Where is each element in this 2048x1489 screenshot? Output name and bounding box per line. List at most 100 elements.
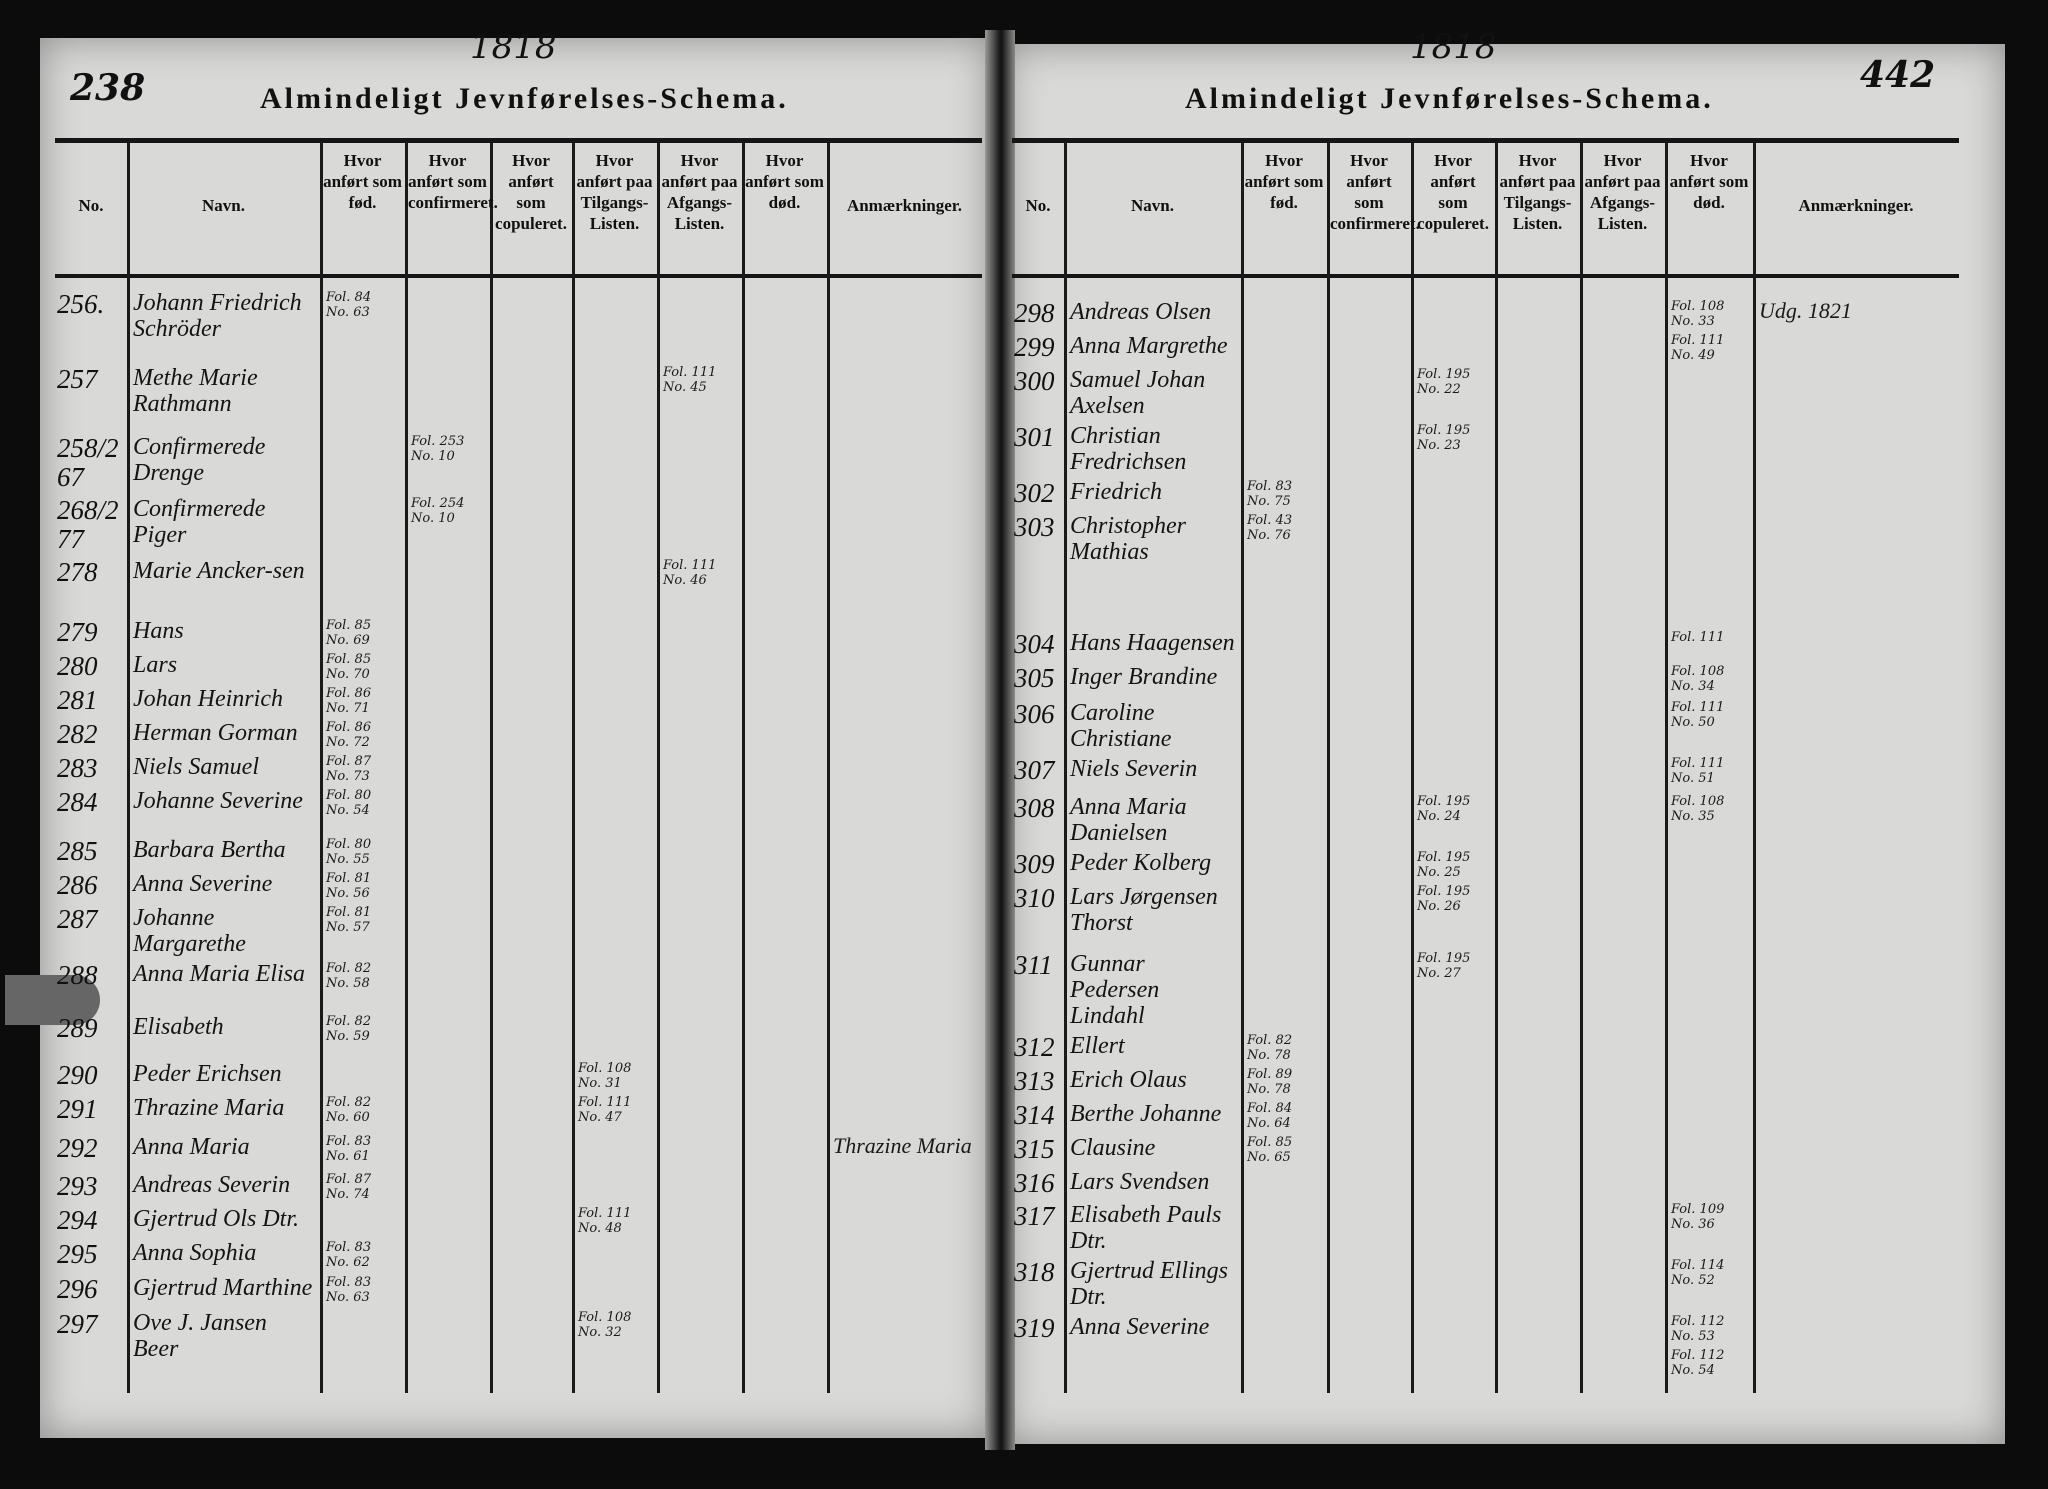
entry-number: 317 — [1014, 1201, 1055, 1232]
left-column-rule — [657, 143, 660, 1393]
entry-name: Ove J. Jansen Beer — [133, 1310, 267, 1363]
left-column-rule — [827, 143, 830, 1393]
entry-number: 289 — [57, 1012, 98, 1043]
entry-number: 278 — [57, 556, 98, 587]
entry-number: 314 — [1014, 1100, 1055, 1131]
entry-number: 293 — [57, 1170, 98, 1201]
entry-tilg-reference: Fol. 108 No. 32 — [578, 1310, 632, 1341]
entry-name: Johann Friedrich Schröder — [133, 290, 302, 342]
entry-name: Johanne Margarethe — [133, 905, 246, 958]
entry-name: Hans Haagensen — [1070, 629, 1235, 656]
entry-fod-reference: Fol. 83 No. 62 — [326, 1239, 372, 1270]
entry-cop-reference: Fol. 195 No. 23 — [1417, 423, 1471, 454]
entry-fod-reference: Fol. 83 No. 61 — [326, 1133, 372, 1164]
entry-number: 286 — [57, 870, 98, 901]
left-column-rule — [320, 143, 323, 1393]
entry-number: 300 — [1014, 366, 1055, 397]
book-gutter — [985, 30, 1015, 1450]
entry-number: 302 — [1014, 478, 1055, 509]
entry-tilg-reference: Fol. 111 No. 48 — [578, 1205, 632, 1236]
entry-fod-reference: Fol. 80 No. 54 — [326, 788, 372, 819]
entry-number: 306 — [1014, 699, 1055, 730]
entry-name: Niels Samuel — [133, 754, 259, 781]
entry-fod-reference: Fol. 84 No. 63 — [326, 290, 372, 320]
right-column-header: Hvor anført paa Tilgangs-Listen. — [1499, 151, 1576, 233]
entry-fod-reference: Fol. 87 No. 73 — [326, 754, 372, 785]
entry-name: Confirmerede Piger — [133, 495, 266, 548]
entry-number: 315 — [1014, 1134, 1055, 1165]
right-column-header: Hvor anført som død. — [1669, 151, 1749, 212]
entry-conf-reference: Fol. 254 No. 10 — [411, 495, 465, 526]
entry-number: 312 — [1014, 1032, 1055, 1063]
entry-name: Anna Maria — [133, 1133, 250, 1160]
entry-number: 290 — [57, 1059, 98, 1090]
right-page-number: 442 — [1860, 54, 1936, 96]
entry-name: Samuel Johan Axelsen — [1070, 367, 1206, 420]
left-header-bottom-rule — [55, 274, 982, 278]
left-column-header: Hvor anført som copuleret. — [495, 151, 567, 233]
left-column-header: Navn. — [202, 196, 245, 215]
right-column-rule — [1411, 143, 1414, 1393]
entry-dod-reference: Fol. 112 No. 53 — [1671, 1314, 1725, 1345]
right-column-rule — [1327, 143, 1330, 1393]
entry-number: 282 — [57, 719, 98, 750]
entry-number: 280 — [57, 651, 98, 682]
entry-dod-reference: Fol. 108 No. 33 — [1671, 299, 1725, 330]
entry-number: 297 — [57, 1309, 98, 1340]
entry-name: Berthe Johanne — [1070, 1101, 1222, 1128]
entry-tilg-reference: Fol. 108 No. 31 — [578, 1060, 632, 1091]
entry-afg-reference: Fol. 111 No. 46 — [663, 557, 717, 588]
entry-fod-reference: Fol. 82 No. 59 — [326, 1013, 372, 1044]
entry-name: Andreas Olsen — [1070, 299, 1212, 326]
entry-number: 310 — [1014, 883, 1055, 914]
right-page-title: Almindeligt Jevnførelses-Schema. — [1185, 82, 1714, 115]
left-column-header: Hvor anført som confirmeret. — [408, 151, 498, 212]
entry-number: 287 — [57, 904, 98, 935]
entry-name: Ellert — [1070, 1033, 1125, 1060]
entry-anm-reference: Udg. 1821 — [1759, 298, 1852, 324]
entry-number: 258/267 — [57, 432, 119, 492]
right-year: 1818 — [1410, 27, 1497, 67]
entry-number: 301 — [1014, 422, 1055, 453]
entry-number: 305 — [1014, 662, 1055, 693]
entry-fod-reference: Fol. 81 No. 56 — [326, 871, 372, 902]
entry-name: Herman Gorman — [133, 720, 298, 747]
entry-number: 299 — [1014, 332, 1055, 363]
right-header-bottom-rule — [1012, 274, 1959, 278]
entry-number: 257 — [57, 363, 98, 394]
left-column-rule — [127, 143, 130, 1393]
right-column-header: Hvor anført som confirmeret. — [1330, 151, 1420, 233]
entry-fod-reference: Fol. 82 No. 60 — [326, 1094, 372, 1125]
page-tab-marker — [5, 975, 100, 1025]
entry-fod-reference: Fol. 85 No. 70 — [326, 652, 372, 683]
entry-fod-reference: Fol. 83 No. 75 — [1247, 479, 1293, 510]
entry-number: 298 — [1014, 298, 1055, 329]
entry-fod-reference: Fol. 82 No. 58 — [326, 961, 372, 992]
entry-number: 296 — [57, 1273, 98, 1304]
left-column-header: Anmærkninger. — [846, 196, 963, 215]
left-column-rule — [490, 143, 493, 1393]
entry-number: 295 — [57, 1238, 98, 1269]
entry-dod-reference: Fol. 111 No. 49 — [1671, 333, 1725, 364]
entry-name: Johan Heinrich — [133, 686, 283, 713]
entry-number: 279 — [57, 617, 98, 648]
entry-conf-reference: Fol. 253 No. 10 — [411, 433, 465, 464]
entry-name: Anna Severine — [133, 871, 273, 898]
entry-name: Lars Svendsen — [1070, 1169, 1210, 1196]
left-header-top-rule — [55, 138, 982, 143]
entry-fod-reference: Fol. 89 No. 78 — [1247, 1067, 1293, 1098]
entry-number: 309 — [1014, 849, 1055, 880]
entry-name: Hans — [133, 618, 184, 645]
entry-fod-reference: Fol. 85 No. 69 — [326, 618, 372, 649]
entry-number: 304 — [1014, 628, 1055, 659]
entry-number: 281 — [57, 685, 98, 716]
entry-fod-reference: Fol. 82 No. 78 — [1247, 1033, 1293, 1064]
right-column-rule — [1753, 143, 1756, 1393]
entry-name: Niels Severin — [1070, 756, 1198, 783]
right-column-rule — [1241, 143, 1244, 1393]
entry-dod-reference: Fol. 108 No. 34 — [1671, 663, 1725, 694]
entry-fod-reference: Fol. 84 No. 64 — [1247, 1101, 1293, 1132]
entry-name: Peder Erichsen — [133, 1060, 282, 1087]
entry-number: 316 — [1014, 1168, 1055, 1199]
entry-fod-reference: Fol. 87 No. 74 — [326, 1171, 372, 1202]
